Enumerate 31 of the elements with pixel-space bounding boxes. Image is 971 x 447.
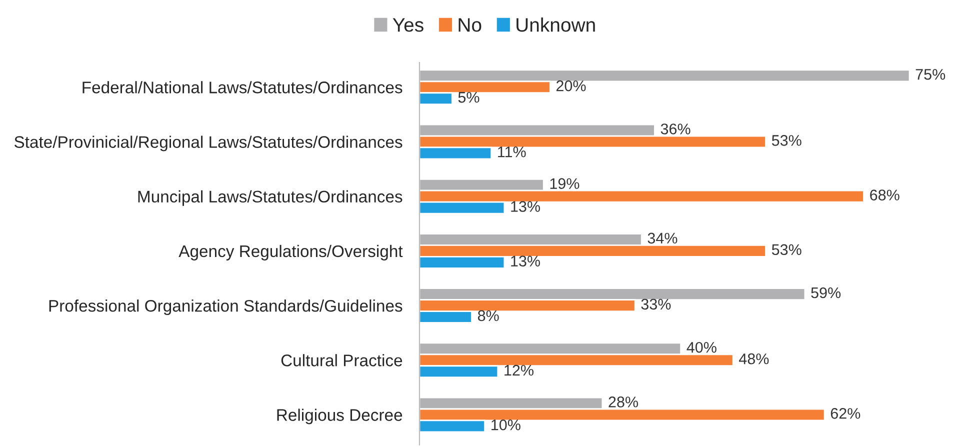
data-label: 75% bbox=[916, 69, 946, 80]
y-tick-label: Professional Organization Standards/Guidelines bbox=[49, 300, 402, 316]
data-label: 12% bbox=[504, 364, 534, 376]
data-label: 20% bbox=[556, 80, 586, 92]
data-label: 5% bbox=[458, 92, 480, 103]
data-label: 48% bbox=[739, 353, 769, 364]
y-tick-label: State/Provinicial/Regional Laws/Statutes/Ordinances bbox=[14, 136, 402, 152]
data-label: 10% bbox=[492, 419, 520, 430]
data-label: 13% bbox=[511, 201, 540, 212]
data-label: 13% bbox=[511, 256, 540, 267]
legend-label: Yes bbox=[392, 18, 424, 32]
data-label: 53% bbox=[772, 244, 802, 256]
y-tick-label: Federal/National Laws/Statutes/Ordinances bbox=[82, 81, 402, 94]
data-label: 19% bbox=[550, 178, 580, 189]
y-tick-label: Religious Decree bbox=[277, 408, 402, 424]
data-label: 36% bbox=[660, 124, 690, 134]
data-label: 62% bbox=[830, 408, 860, 419]
legend-label: Unknown bbox=[516, 18, 595, 32]
legend-label: No bbox=[458, 18, 482, 32]
data-label: 8% bbox=[478, 310, 499, 322]
data-label: 28% bbox=[608, 396, 638, 408]
y-tick-label: Agency Regulations/Oversight bbox=[178, 244, 403, 260]
y-tick-label: Cultural Practice bbox=[281, 354, 402, 366]
data-label: 33% bbox=[641, 298, 671, 310]
data-label: 68% bbox=[870, 190, 900, 200]
data-label: 34% bbox=[648, 232, 678, 244]
data-label: 40% bbox=[686, 342, 716, 353]
data-label: 53% bbox=[772, 135, 802, 146]
data-label: 59% bbox=[811, 287, 841, 298]
y-tick-label: Muncipal Laws/Statutes/Ordinances bbox=[138, 190, 402, 206]
data-label: 11% bbox=[498, 146, 526, 158]
